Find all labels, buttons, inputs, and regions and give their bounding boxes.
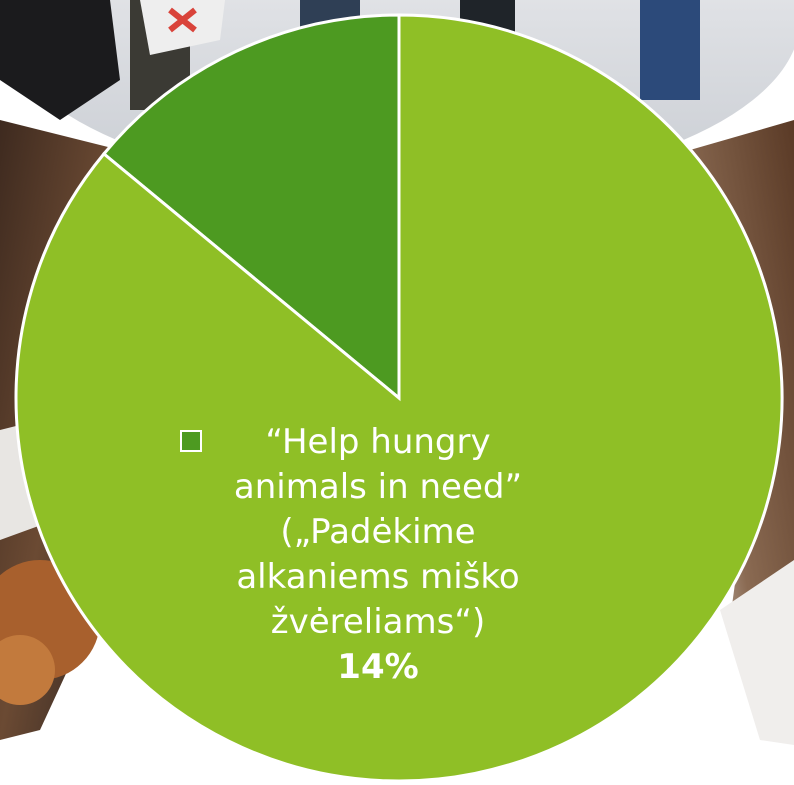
right-sack [720,560,794,745]
pie-slice-other [14,13,784,783]
dark-jacket [0,0,120,120]
pie-slice-help-hungry-animals [101,13,401,402]
bag-logo [168,7,197,33]
data-label-value: 14% [337,647,419,687]
food-pile-2 [0,635,55,705]
person-legs-3 [640,0,700,100]
data-label: “Help hungry animals in need” („Padėkime… [178,420,598,720]
data-label-text: “Help hungry animals in need” („Padėkime… [233,422,523,642]
shopping-bag [140,0,225,55]
legend-marker [180,430,202,452]
